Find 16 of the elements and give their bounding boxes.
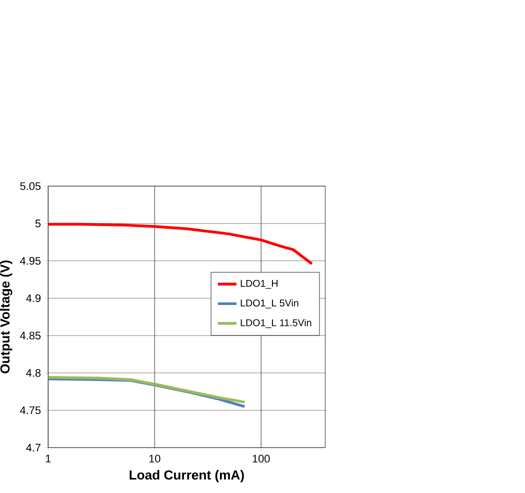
y-tick-label: 4.95 [20, 257, 41, 265]
x-tick-label: 100 [252, 454, 270, 463]
legend-label: LDO1_L 5Vin [240, 299, 298, 309]
x-axis-title: Load Current (mA) [130, 470, 244, 482]
y-tick-label: 4.8 [26, 369, 41, 377]
y-axis-title: Output Voltage (V) [0, 260, 12, 374]
y-tick-label: 5.05 [20, 182, 41, 190]
legend-label: LDO1_L 11.5Vin [240, 319, 312, 328]
x-tick-label: 1 [46, 454, 51, 462]
y-tick-label: 4.9 [26, 294, 41, 302]
x-tick-label: 10 [149, 454, 160, 463]
y-tick-label: 4.85 [20, 332, 41, 340]
y-tick-label: 4.75 [20, 406, 41, 414]
legend-label: LDO1_H [240, 280, 278, 289]
y-tick-label: 5 [35, 220, 41, 228]
y-tick-label: 4.7 [26, 444, 40, 452]
